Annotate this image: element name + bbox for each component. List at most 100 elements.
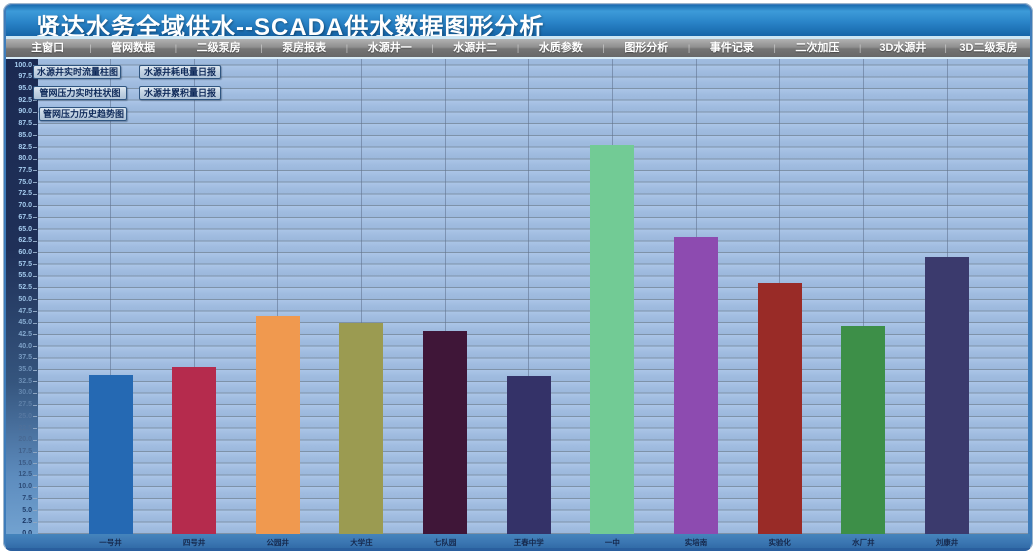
y-axis-tick: 90.0 <box>18 108 37 116</box>
y-axis-tick-mark <box>33 404 37 406</box>
x-axis-label: 四号井 <box>182 538 206 547</box>
y-axis-tick-mark <box>33 334 37 336</box>
y-axis-tick: 85.0 <box>18 132 37 140</box>
y-axis-tick: 67.5 <box>18 214 37 222</box>
window-bottom-edge <box>6 548 1030 551</box>
y-axis-tick-label: 25.0 <box>18 412 32 420</box>
y-axis-tick-label: 65.0 <box>18 225 32 233</box>
y-axis-tick: 92.5 <box>18 97 37 105</box>
y-axis-tick-label: 2.5 <box>22 518 32 526</box>
menu-item-10[interactable]: 二次加压 <box>795 42 840 54</box>
y-axis-tick-mark <box>33 100 37 102</box>
y-axis-tick-mark <box>33 240 37 242</box>
menu-item-9[interactable]: 事件记录 <box>709 42 754 54</box>
menu-separator: | <box>858 43 862 53</box>
y-axis-tick-label: 47.5 <box>18 307 32 315</box>
vertical-gridline <box>193 59 195 534</box>
y-axis-tick-label: 70.0 <box>18 202 32 210</box>
y-axis-tick-label: 62.5 <box>18 237 32 245</box>
menu-item-6[interactable]: 水源井二 <box>453 42 498 54</box>
y-axis-tick: 70.0 <box>18 202 37 210</box>
bar-实验化 <box>757 282 802 534</box>
menu-separator: | <box>773 43 776 53</box>
y-axis-tick-mark <box>33 217 37 219</box>
y-axis-tick: 25.0 <box>18 413 37 421</box>
y-axis-tick-mark <box>33 275 37 277</box>
vertical-gridline <box>360 59 362 534</box>
x-axis: 一号井 四号井 公园井 大学庄 七队园 王春中学 一中 实培南 实验化 水厂井 刘康井 <box>6 534 1030 548</box>
y-axis-tick-mark <box>33 392 37 394</box>
y-axis-tick: 27.5 <box>18 401 37 409</box>
y-axis-tick: 60.0 <box>18 249 37 257</box>
y-axis-tick-mark <box>33 451 37 453</box>
menu-item-5[interactable]: 水源井一 <box>367 42 412 54</box>
y-axis-tick-label: 85.0 <box>18 131 32 139</box>
y-axis-tick: 12.5 <box>18 471 37 479</box>
bar-大学庄 <box>339 323 384 534</box>
bar-王春中学 <box>506 376 551 534</box>
y-axis-tick-mark <box>33 381 37 383</box>
y-axis-tick-mark <box>33 264 37 266</box>
y-axis-tick-mark <box>33 147 37 149</box>
y-axis-tick-label: 90.0 <box>18 108 32 116</box>
pipe-pressure-history-trend-button[interactable]: 管网压力历史趋势图 <box>39 107 127 121</box>
y-axis-tick-mark <box>33 486 37 488</box>
menu-separator: | <box>431 43 434 53</box>
y-axis-tick: 10.0 <box>18 483 37 491</box>
y-axis-tick-label: 100.0 <box>14 61 32 69</box>
y-axis-tick: 50.0 <box>18 296 37 304</box>
y-axis-tick: 2.5 <box>22 518 37 526</box>
y-axis-tick-label: 72.5 <box>18 190 32 198</box>
menu-item-1[interactable]: 主窗口 <box>31 42 65 54</box>
menu-item-8[interactable]: 图形分析 <box>624 42 669 54</box>
well-power-daily-report-button[interactable]: 水源井耗电量日报 <box>139 65 221 79</box>
scada-window: 贤达水务全域供水--SCADA供水数据图形分析 主窗口 | 管网数据 | 二级泵房 | 泵房… <box>3 3 1033 551</box>
bar-四号井 <box>172 366 217 534</box>
menu-item-3[interactable]: 二级泵房 <box>196 42 241 54</box>
vertical-gridline <box>444 59 446 534</box>
y-axis-tick: 52.5 <box>18 284 37 292</box>
y-axis-tick: 75.0 <box>18 179 37 187</box>
menu-item-7[interactable]: 水质参数 <box>538 42 583 54</box>
bar-公园井 <box>255 316 300 534</box>
y-axis-tick-label: 95.0 <box>18 85 32 93</box>
menu-separator: | <box>260 43 263 53</box>
vertical-gridline <box>277 59 279 534</box>
y-axis-tick: 20.0 <box>18 436 37 444</box>
y-axis-tick: 35.0 <box>18 366 37 374</box>
y-axis-tick-label: 57.5 <box>18 260 32 268</box>
vertical-gridline <box>110 59 111 534</box>
y-axis-tick-label: 80.0 <box>18 155 32 163</box>
y-axis-tick: 32.5 <box>18 378 37 386</box>
y-axis-tick-mark <box>33 123 37 125</box>
bar-实培南 <box>674 237 719 534</box>
well-realtime-flow-chart-button[interactable]: 水源井实时流量柱图 <box>33 65 121 79</box>
y-axis-tick-mark <box>33 510 37 512</box>
y-axis-tick-label: 15.0 <box>18 459 32 467</box>
y-axis-tick-label: 30.0 <box>18 389 32 397</box>
menu-separator: | <box>174 43 178 53</box>
y-axis-tick: 62.5 <box>18 237 37 245</box>
y-axis-tick-mark <box>33 357 37 359</box>
x-axis-label: 七队园 <box>433 538 457 547</box>
well-accumulation-daily-report-button[interactable]: 水源井累积量日报 <box>139 86 221 100</box>
y-axis-tick-label: 22.5 <box>18 424 32 432</box>
x-axis-label: 公园井 <box>266 538 290 547</box>
pipe-pressure-realtime-bar-button[interactable]: 管网压力实时柱状图 <box>33 86 127 100</box>
y-axis-tick-mark <box>33 474 37 476</box>
menu-item-12[interactable]: 3D二级泵房 <box>959 42 1018 54</box>
x-axis-label: 水厂井 <box>852 538 875 547</box>
x-axis-label: 大学庄 <box>350 538 373 547</box>
y-axis-tick-mark <box>33 193 37 195</box>
menu-item-2[interactable]: 管网数据 <box>111 42 156 54</box>
y-axis-tick: 72.5 <box>18 190 37 198</box>
y-axis-tick-mark <box>33 158 37 160</box>
y-axis-tick-mark <box>33 182 37 184</box>
x-axis-label: 实验化 <box>768 538 791 547</box>
y-axis-tick-mark <box>33 322 37 324</box>
y-axis-tick-label: 75.0 <box>18 178 32 186</box>
menu-item-11[interactable]: 3D水源井 <box>879 42 927 54</box>
menu-separator: | <box>602 43 605 53</box>
menu-item-4[interactable]: 泵房报表 <box>282 42 327 54</box>
y-axis-tick: 40.0 <box>18 343 37 351</box>
